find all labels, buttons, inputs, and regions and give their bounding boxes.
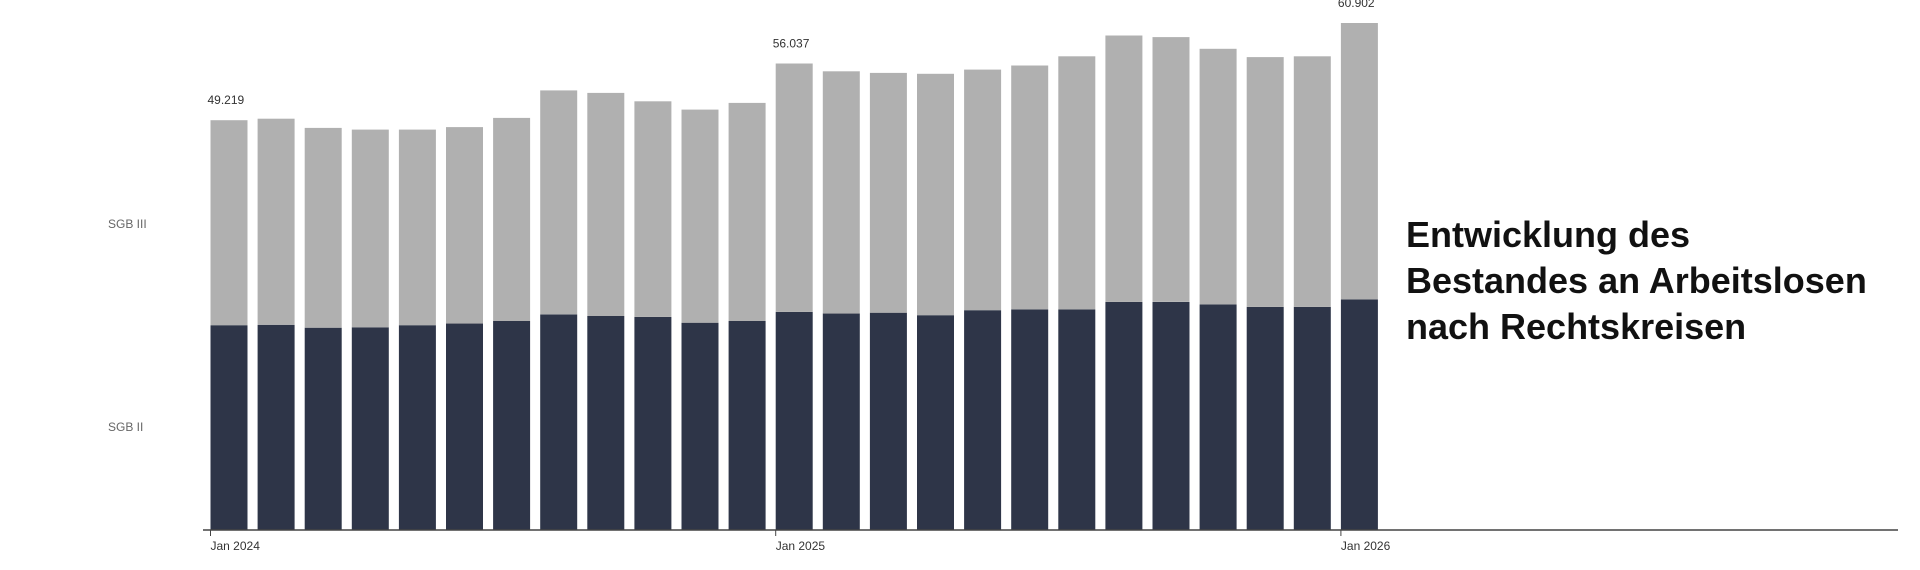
bar-sgb-ii-22 <box>1246 306 1284 530</box>
x-tick-label-0: Jan 2024 <box>211 539 261 553</box>
bar-sgb-ii-14 <box>869 312 907 530</box>
chart-title-line-2: Bestandes an Arbeitslosen <box>1406 260 1867 301</box>
bar-sgb-ii-11 <box>728 321 766 530</box>
total-label-12: 56.037 <box>773 37 810 51</box>
bar-sgb-iii-24 <box>1340 23 1378 300</box>
bar-sgb-ii-23 <box>1293 306 1331 530</box>
chart-title: Entwicklung des Bestandes an Arbeitslose… <box>1406 212 1906 350</box>
bar-sgb-iii-2 <box>304 127 342 328</box>
total-label-0: 49.219 <box>208 93 245 107</box>
bar-sgb-iii-21 <box>1199 48 1237 305</box>
x-tick-label-12: Jan 2025 <box>776 539 826 553</box>
bar-sgb-ii-8 <box>587 316 625 530</box>
chart-title-line-1: Entwicklung des <box>1406 214 1691 255</box>
bar-sgb-iii-6 <box>493 117 531 322</box>
bar-sgb-iii-15 <box>917 73 954 316</box>
bar-sgb-ii-24 <box>1340 299 1378 530</box>
bar-sgb-ii-10 <box>681 322 719 530</box>
bar-sgb-iii-12 <box>775 63 813 312</box>
bar-sgb-ii-6 <box>493 321 531 530</box>
bar-sgb-iii-20 <box>1152 37 1190 302</box>
bar-sgb-iii-1 <box>257 118 295 325</box>
bar-sgb-ii-13 <box>822 313 860 530</box>
series-labels: SGB III SGB II <box>108 217 147 434</box>
bar-sgb-iii-18 <box>1058 56 1096 310</box>
bar-sgb-iii-13 <box>822 71 860 314</box>
bar-sgb-iii-22 <box>1246 57 1284 307</box>
bar-sgb-iii-0 <box>210 120 248 326</box>
bar-sgb-ii-9 <box>634 316 672 530</box>
bar-sgb-ii-16 <box>964 310 1002 530</box>
bar-sgb-iii-5 <box>446 127 483 324</box>
bar-sgb-iii-17 <box>1011 65 1049 310</box>
bar-sgb-ii-5 <box>446 323 483 530</box>
total-label-24: 60.902 <box>1338 0 1375 10</box>
total-labels: 49.219 56.037 60.902 <box>208 0 1375 107</box>
series-label-sgb-ii: SGB II <box>108 420 143 434</box>
bar-sgb-iii-19 <box>1105 35 1143 302</box>
chart-title-line-3: nach Rechtskreisen <box>1406 306 1747 347</box>
bar-sgb-iii-14 <box>869 72 907 313</box>
series-label-sgb-iii: SGB III <box>108 217 147 231</box>
bar-sgb-iii-4 <box>398 129 436 326</box>
bar-sgb-ii-12 <box>775 311 813 530</box>
bar-sgb-ii-7 <box>540 314 578 530</box>
bars-group <box>210 23 1378 530</box>
bar-sgb-ii-0 <box>210 325 248 530</box>
bar-sgb-iii-10 <box>681 109 719 323</box>
bar-sgb-iii-11 <box>728 102 766 322</box>
bar-sgb-ii-19 <box>1105 301 1143 530</box>
bar-sgb-ii-21 <box>1199 304 1237 530</box>
bar-sgb-ii-3 <box>351 327 389 530</box>
bar-sgb-ii-4 <box>398 325 436 530</box>
bar-sgb-iii-3 <box>351 129 389 328</box>
bar-sgb-iii-16 <box>964 69 1002 311</box>
bar-sgb-iii-8 <box>587 92 625 317</box>
bar-sgb-ii-1 <box>257 324 295 530</box>
bar-sgb-ii-15 <box>917 315 954 530</box>
bar-sgb-ii-18 <box>1058 309 1096 530</box>
x-axis-ticks: Jan 2024 Jan 2025 Jan 2026 <box>210 530 1391 553</box>
bar-sgb-ii-17 <box>1011 309 1049 530</box>
bar-sgb-iii-23 <box>1293 56 1331 307</box>
bar-sgb-ii-2 <box>304 327 342 530</box>
bar-sgb-iii-7 <box>540 90 578 315</box>
bar-sgb-ii-20 <box>1152 301 1190 530</box>
x-tick-label-24: Jan 2026 <box>1341 539 1391 553</box>
bar-sgb-iii-9 <box>634 101 672 317</box>
